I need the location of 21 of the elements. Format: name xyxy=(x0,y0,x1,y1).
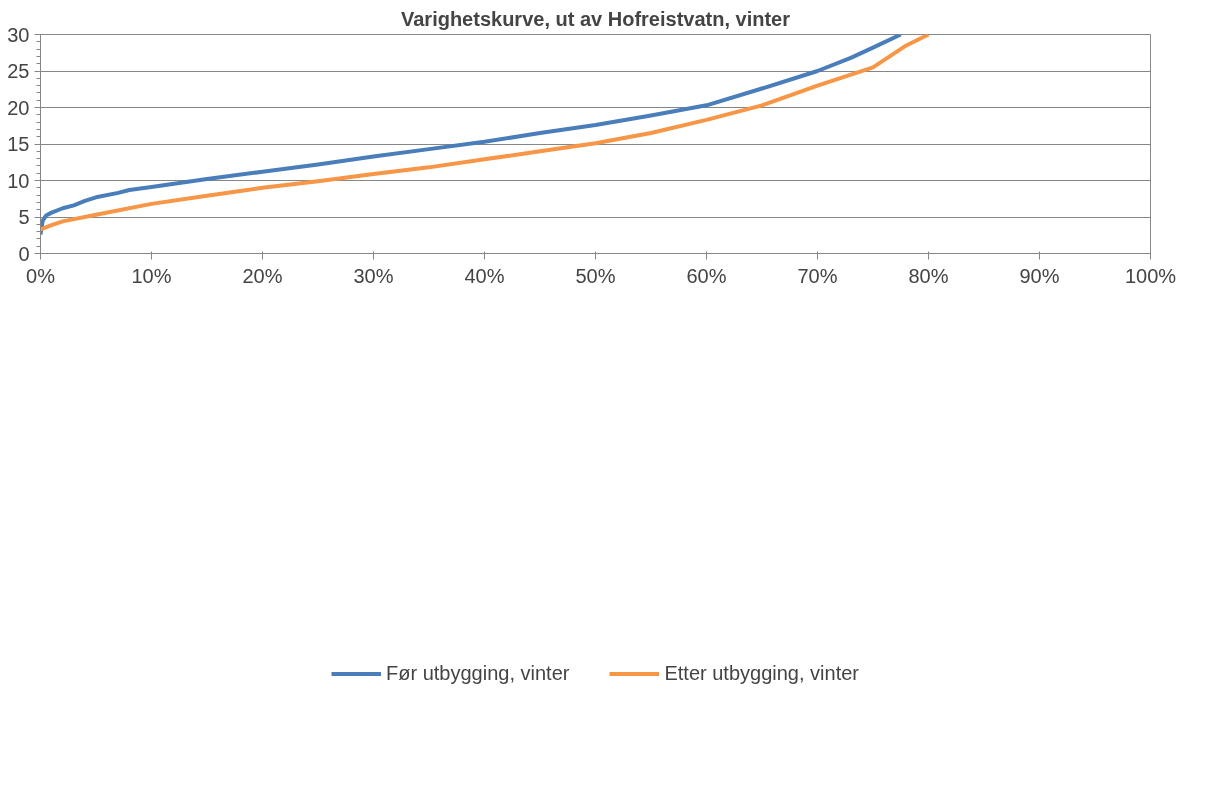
x-tick-label: 70% xyxy=(797,264,838,287)
y-tick-label: 10 xyxy=(7,169,30,192)
x-tick-label: 30% xyxy=(353,264,394,287)
x-tick-label: 20% xyxy=(242,264,283,287)
y-tick-label: 20 xyxy=(7,96,30,119)
x-tick-label: 60% xyxy=(686,264,727,287)
y-tick-label: 15 xyxy=(7,133,30,155)
y-tick-label: 25 xyxy=(7,60,30,82)
x-tick-label: 90% xyxy=(1019,264,1060,287)
legend-label: Før utbygging, vinter xyxy=(386,661,570,685)
y-tick-label: 5 xyxy=(18,206,30,228)
x-tick-label: 10% xyxy=(131,264,172,287)
legend-label: Etter utbygging, vinter xyxy=(664,661,859,685)
x-tick-label: 80% xyxy=(908,264,949,287)
x-tick-label: 0% xyxy=(26,264,56,287)
x-tick-label: 40% xyxy=(464,264,505,287)
x-tick-label: 100% xyxy=(1124,264,1177,287)
y-tick-label: 30 xyxy=(7,23,30,46)
y-tick-label: 0 xyxy=(18,242,30,265)
chart-title: Varighetskurve, ut av Hofreistvatn, vinter xyxy=(400,7,791,30)
x-tick-label: 50% xyxy=(575,264,616,287)
